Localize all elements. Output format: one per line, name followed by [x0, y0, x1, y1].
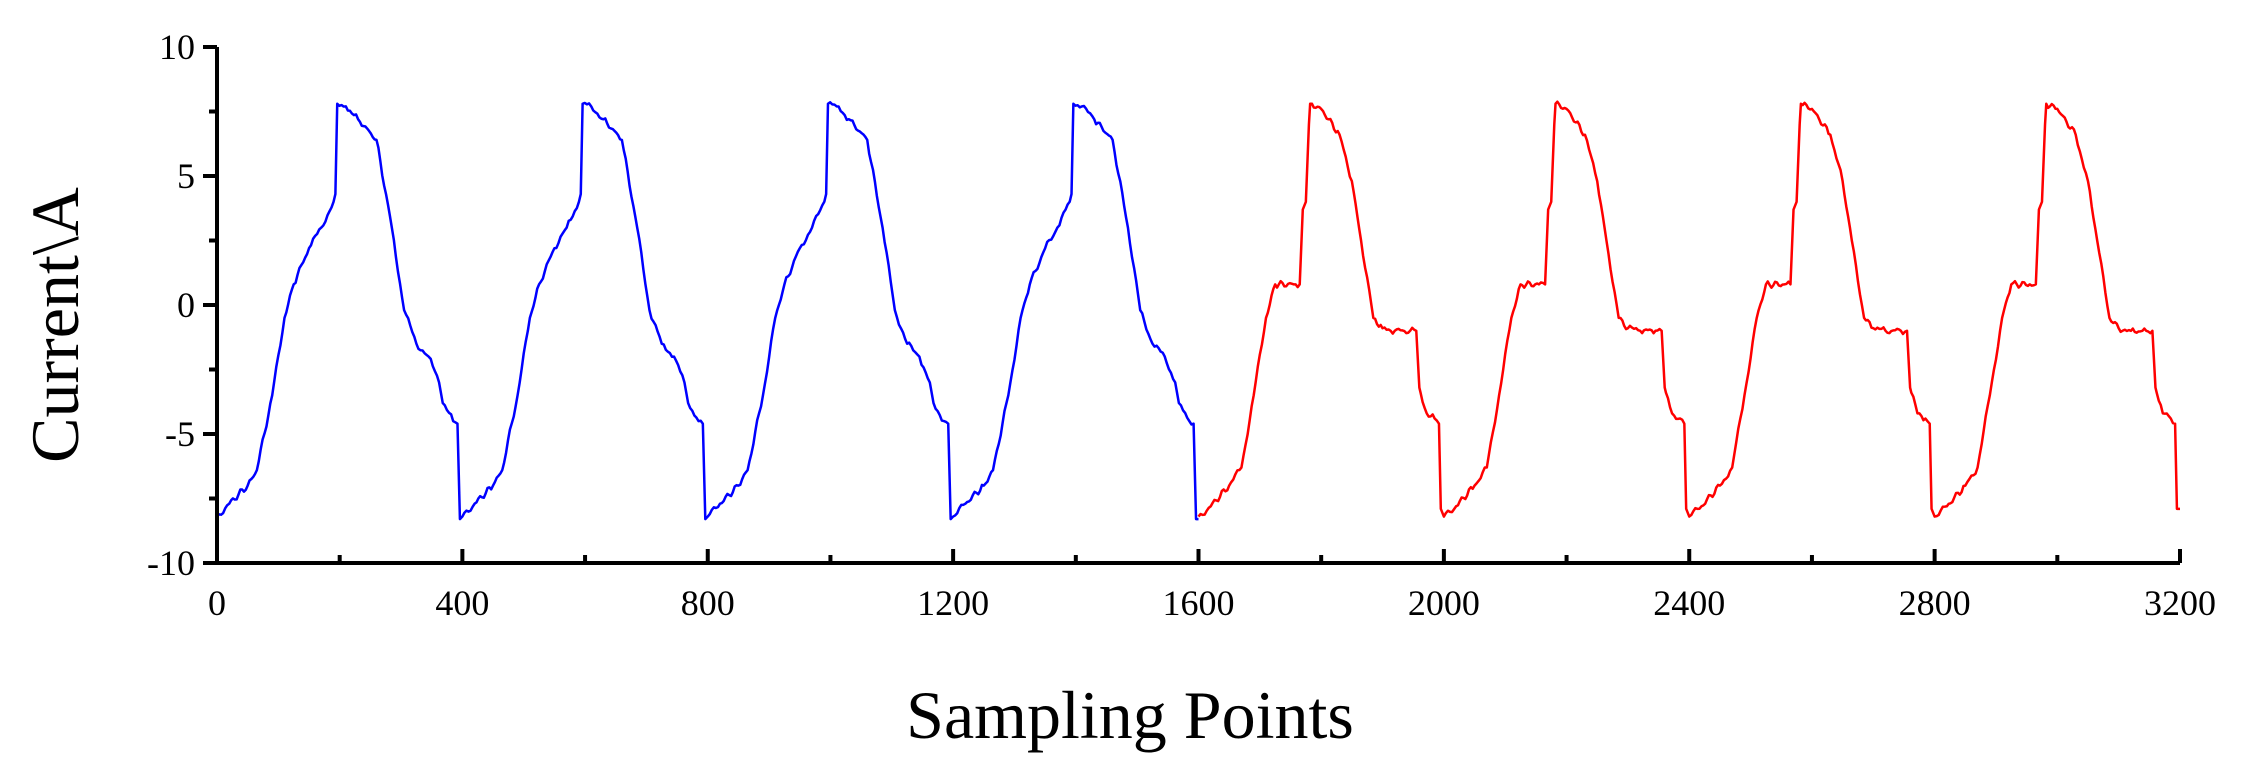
x-tick-label: 1200 [917, 583, 989, 623]
x-tick-label: 1600 [1163, 583, 1235, 623]
series-line-2 [1197, 100, 2180, 518]
y-tick-label: 0 [177, 285, 195, 325]
x-tick-label: 400 [435, 583, 489, 623]
y-tick-label: 5 [177, 156, 195, 196]
x-tick-label: 2000 [1408, 583, 1480, 623]
x-tick-label: 0 [208, 583, 226, 623]
x-tick-label: 3200 [2144, 583, 2216, 623]
series-line-1 [216, 101, 1199, 521]
y-tick-label: -10 [147, 543, 195, 583]
y-tick-label: 10 [159, 27, 195, 67]
series-layer [216, 100, 2180, 521]
x-tick-label: 2800 [1899, 583, 1971, 623]
x-axis-title: Sampling Points [906, 677, 1354, 753]
x-tick-label: 800 [681, 583, 735, 623]
y-axis-title: Current\A [17, 187, 93, 463]
y-tick-label: -5 [165, 414, 195, 454]
axes-layer: -10 -5 0 5 10 0 400 800 1200 1600 2000 2400 2800 3200 [147, 27, 2216, 623]
x-tick-label: 2400 [1653, 583, 1725, 623]
